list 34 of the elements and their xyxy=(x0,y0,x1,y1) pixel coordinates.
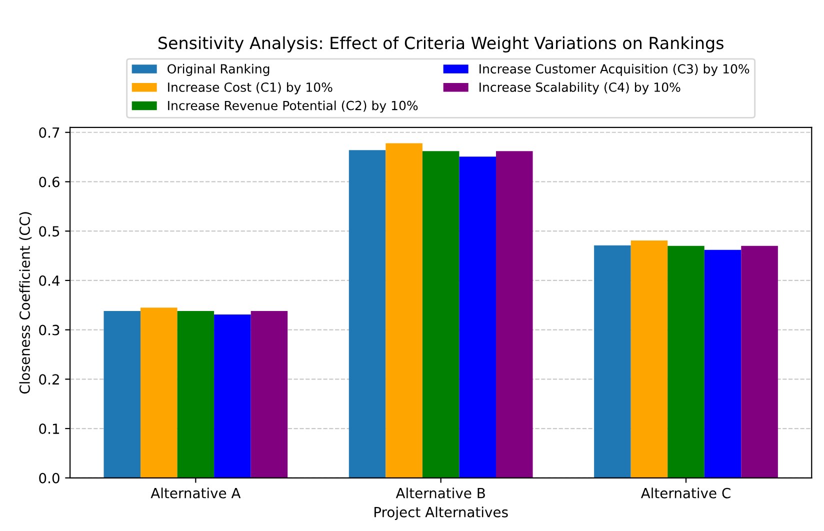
bar xyxy=(668,246,704,478)
legend-label: Increase Cost (C1) by 10% xyxy=(168,82,332,94)
y-tick-label: 0.3 xyxy=(39,324,60,336)
y-tick-label: 0.4 xyxy=(39,275,60,286)
legend-label: Increase Scalability (C4) by 10% xyxy=(480,82,680,94)
bar xyxy=(630,240,668,478)
x-tick-label: Alternative C xyxy=(640,488,730,498)
x-tick-label: Alternative B xyxy=(396,488,485,498)
bar xyxy=(250,311,288,478)
bar xyxy=(348,150,386,478)
x-axis-title: Project Alternatives xyxy=(374,506,508,520)
bar xyxy=(741,246,778,478)
y-tick-label: 0.5 xyxy=(39,226,60,237)
y-axis-title: Closeness Coefficient (CC) xyxy=(19,212,32,394)
bar xyxy=(422,151,460,478)
chart-title: Sensitivity Analysis: Effect of Criteria Weight Variations on Rankings xyxy=(158,36,724,52)
bar xyxy=(140,308,178,478)
legend-label: Original Ranking xyxy=(168,64,270,76)
legend-label: Increase Revenue Potential (C2) by 10% xyxy=(168,100,418,113)
bar xyxy=(214,314,251,478)
x-tick-label: Alternative A xyxy=(150,488,241,498)
bar xyxy=(704,250,742,478)
y-tick-label: 0.1 xyxy=(39,424,60,434)
y-tick-label: 0.0 xyxy=(39,472,60,484)
legend-label: Increase Customer Acquisition (C3) by 10% xyxy=(480,64,750,76)
bar xyxy=(459,156,496,478)
bar xyxy=(496,151,533,478)
y-tick-label: 0.6 xyxy=(39,176,60,188)
bar xyxy=(177,311,214,478)
bar xyxy=(104,311,141,478)
y-tick-label: 0.2 xyxy=(39,374,59,385)
bar xyxy=(386,143,422,478)
y-tick-label: 0.7 xyxy=(39,127,60,138)
bar xyxy=(594,245,631,478)
